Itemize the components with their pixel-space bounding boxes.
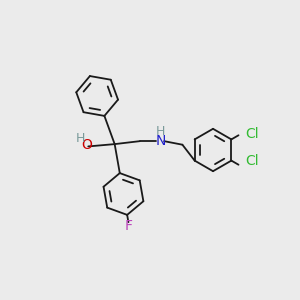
Text: O: O bbox=[82, 138, 92, 152]
Text: Cl: Cl bbox=[245, 128, 259, 142]
Text: N: N bbox=[156, 134, 166, 148]
Text: H: H bbox=[76, 132, 85, 145]
Text: Cl: Cl bbox=[245, 154, 259, 168]
Text: H: H bbox=[156, 125, 166, 138]
Text: F: F bbox=[125, 219, 133, 233]
